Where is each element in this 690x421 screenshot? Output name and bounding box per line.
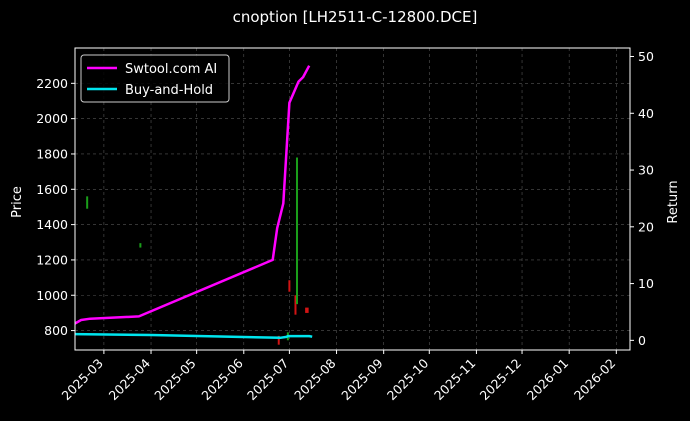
y2-tick-label: 0	[638, 333, 646, 348]
y2-axis-label: Return	[666, 180, 681, 223]
y-tick-label: 1800	[36, 146, 68, 161]
series-line-swtool	[74, 65, 311, 325]
y2-tick-label: 10	[638, 276, 654, 291]
y-tick-label: 1200	[36, 252, 68, 267]
y-tick-label: 1000	[36, 288, 68, 303]
gridlines	[75, 48, 630, 350]
series-line-buy-and-hold	[74, 332, 313, 340]
legend-label-buy-and-hold: Buy-and-Hold	[125, 83, 213, 98]
y-tick-label: 800	[44, 323, 68, 338]
y-tick-label: 1400	[36, 217, 68, 232]
y2-tick-label: 30	[638, 163, 654, 178]
plot-frame	[74, 47, 631, 351]
y2-tick-label: 20	[638, 219, 654, 234]
legend: Swtool.com AI Buy-and-Hold	[80, 54, 230, 103]
legend-box	[80, 54, 230, 103]
y-axis-label: Price	[10, 186, 25, 218]
legend-label-swtool: Swtool.com AI	[125, 62, 217, 77]
y-tick-label: 2000	[36, 111, 68, 126]
y2-tick-label: 50	[638, 49, 654, 64]
y2-tick-label: 40	[638, 106, 654, 121]
y-tick-label: 2200	[36, 76, 68, 91]
chart-title: cnoption [LH2511-C-12800.DCE]	[233, 8, 478, 26]
y-tick-label: 1600	[36, 182, 68, 197]
series-lines	[74, 65, 313, 340]
